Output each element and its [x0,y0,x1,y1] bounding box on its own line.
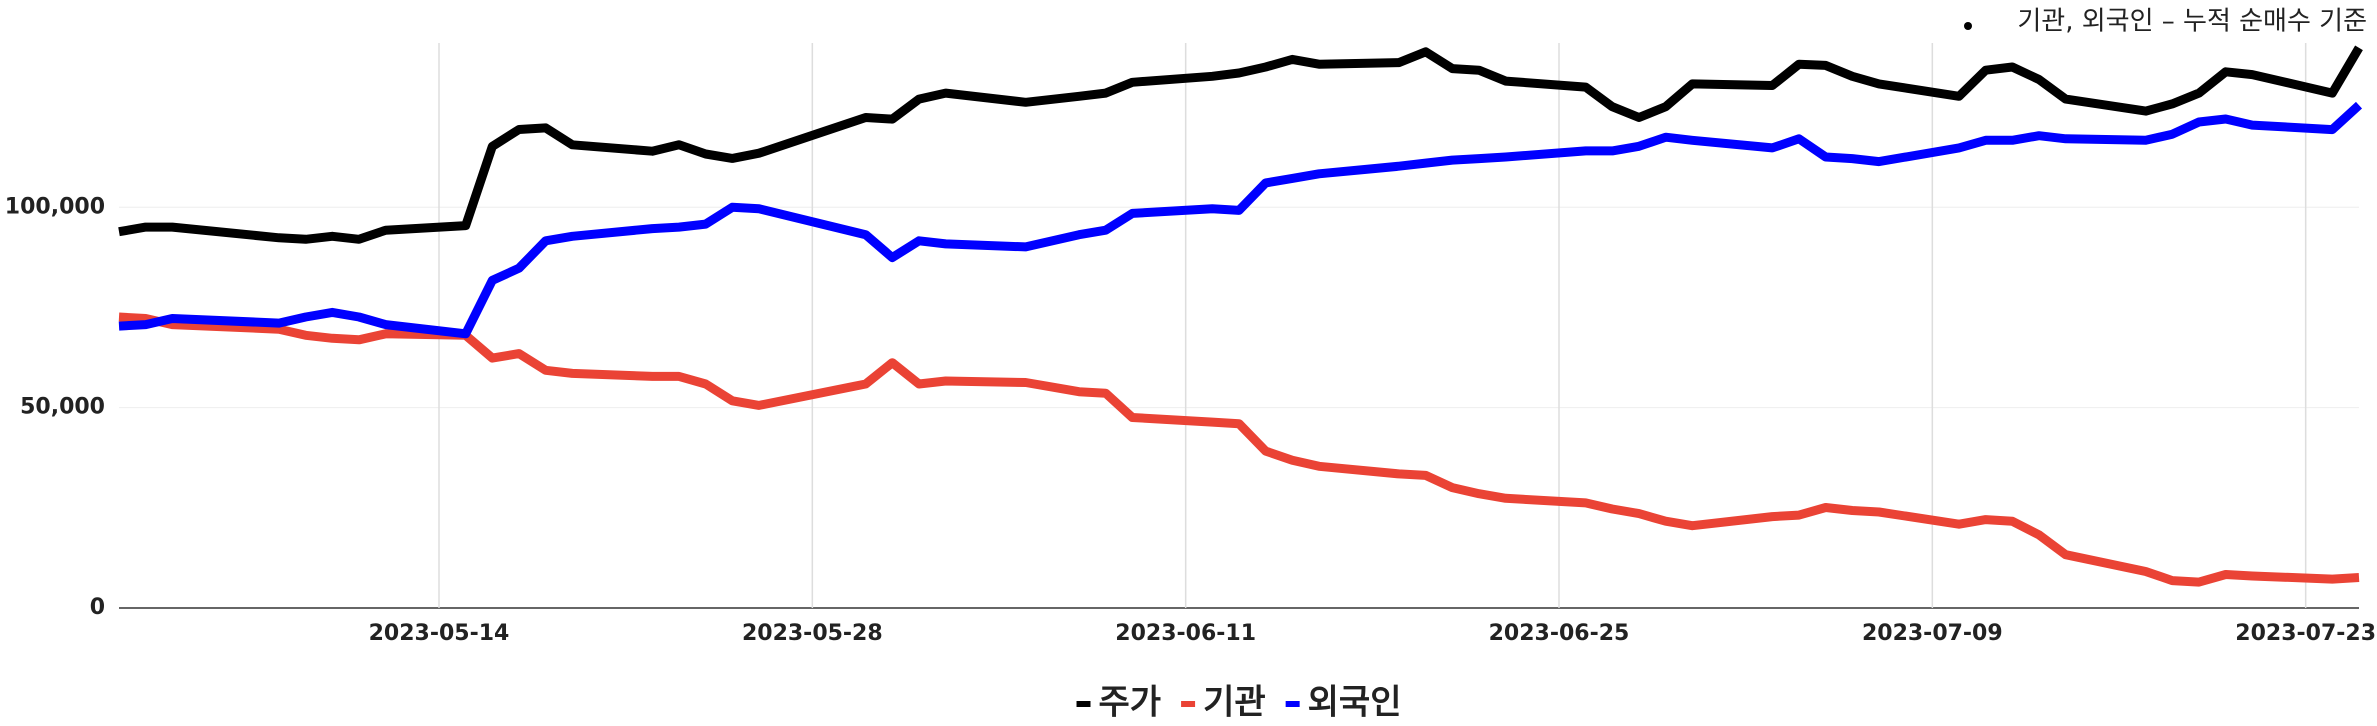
x-tick-label: 2023-05-14 [369,621,510,646]
y-tick-label: 100,000 [5,194,105,219]
x-tick-label: 2023-06-25 [1489,621,1630,646]
legend-label: 주가 [1099,683,1162,723]
y-tick-label: 0 [90,595,105,620]
x-tick-label: 2023-06-11 [1115,621,1256,646]
annotation: 기관, 외국인 – 누적 순매수 기준 [2017,7,2367,37]
legend-item: 기관 [1181,683,1266,723]
legend-item: 외국인 [1285,683,1402,723]
legend-label: 기관 [1203,683,1266,723]
data-line [118,101,2363,339]
legend-label: 외국인 [1308,683,1402,723]
data-line [118,312,2360,587]
legend-item: 주가 [1076,683,1162,723]
x-tick-label: 2023-05-28 [742,621,883,646]
data-line [118,45,2363,244]
x-tick-label: 2023-07-09 [1862,621,2003,646]
x-tick-label: 2023-07-23 [2235,621,2376,646]
y-tick-label: 50,000 [20,395,105,420]
annotation-bullet [1964,22,1972,30]
